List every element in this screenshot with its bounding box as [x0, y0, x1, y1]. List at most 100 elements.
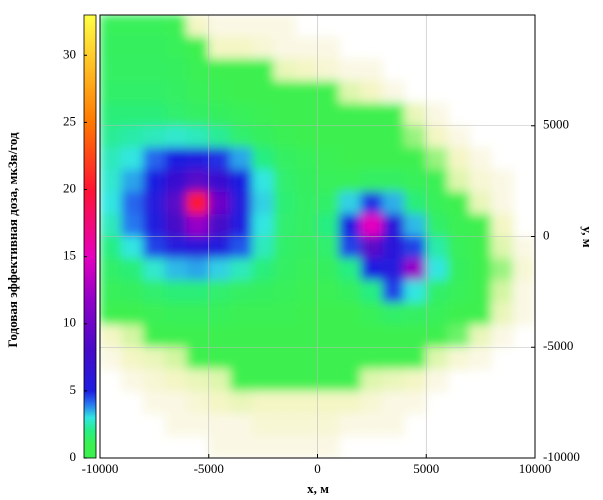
heat-cell [121, 324, 144, 348]
heat-cell [404, 236, 427, 260]
heat-cell [273, 169, 297, 193]
heat-cell [208, 169, 231, 193]
heat-cell [382, 147, 405, 171]
heat-cell [143, 191, 166, 215]
heat-cell [295, 324, 318, 348]
heat-cell [382, 280, 405, 304]
heat-cell [295, 169, 318, 193]
heat-cell [382, 236, 405, 260]
heat-cell [382, 302, 405, 326]
heat-cell [251, 15, 275, 38]
heat-cell [382, 346, 405, 370]
heat-cell [251, 302, 275, 326]
x-tick-label: 10000 [519, 461, 552, 476]
heat-cell [360, 213, 384, 237]
heat-cell [338, 80, 362, 105]
heat-cell [121, 58, 144, 82]
heat-cell [186, 280, 210, 304]
heat-cell [143, 324, 166, 348]
heat-cell [404, 213, 427, 237]
heat-cell [338, 147, 362, 171]
heat-cell [208, 258, 231, 282]
heat-cell [447, 302, 471, 326]
heat-cell [404, 302, 427, 326]
heat-cell [491, 236, 514, 260]
heat-cell [186, 368, 210, 393]
heat-cell [143, 103, 166, 127]
heat-cell [360, 280, 384, 304]
heat-cell [230, 103, 253, 127]
heat-cell [143, 280, 166, 304]
heat-cell [208, 103, 231, 127]
heat-cell [469, 346, 492, 370]
heat-cell [382, 125, 405, 149]
y-tick-label: -10000 [543, 449, 580, 464]
heat-cell [121, 191, 144, 215]
heat-cell [208, 302, 231, 326]
heat-cell [273, 80, 297, 105]
heat-cell [186, 36, 210, 60]
heat-cell [360, 103, 384, 127]
heat-cell [164, 15, 188, 38]
heat-cell [317, 413, 340, 437]
heat-cell [100, 280, 123, 304]
heat-cell [230, 15, 253, 38]
heat-cell [338, 236, 362, 260]
heat-cell [230, 280, 253, 304]
heat-cell [143, 258, 166, 282]
heat-cell [100, 258, 123, 282]
heat-cell [273, 346, 297, 370]
heat-cell [469, 324, 492, 348]
heat-cell [208, 324, 231, 348]
heat-cell [143, 15, 166, 38]
heat-cell [295, 236, 318, 260]
heat-cell [447, 258, 471, 282]
heat-cell [121, 36, 144, 60]
heat-cell [360, 324, 384, 348]
heat-cell [164, 236, 188, 260]
heat-cell [208, 58, 231, 82]
heat-cell [317, 302, 340, 326]
heat-cell [447, 236, 471, 260]
heat-cell [425, 147, 449, 171]
heat-cell [143, 346, 166, 370]
heat-cell [208, 191, 231, 215]
heat-cell [230, 258, 253, 282]
heat-cell [317, 236, 340, 260]
heat-cell [100, 103, 123, 127]
heat-cell [186, 413, 210, 437]
heat-cell [425, 258, 449, 282]
heat-cell [164, 324, 188, 348]
heat-cell [121, 213, 144, 237]
heat-cell [164, 191, 188, 215]
y-tick-label: 5000 [543, 117, 569, 132]
heat-cell [121, 302, 144, 326]
heat-cell [382, 258, 405, 282]
heat-cell [273, 213, 297, 237]
heat-cell [164, 280, 188, 304]
heat-cell [491, 213, 514, 237]
colorbar-tick-label: 25 [63, 113, 76, 128]
heat-cell [251, 80, 275, 105]
heat-cell [360, 125, 384, 149]
heat-cell [208, 346, 231, 370]
heat-cell [360, 236, 384, 260]
heat-cell [273, 125, 297, 149]
heat-cell [447, 346, 471, 370]
heat-cell [425, 346, 449, 370]
heat-cell [208, 435, 231, 458]
heat-cell [273, 103, 297, 127]
heat-cell [447, 169, 471, 193]
heat-cell [338, 391, 362, 415]
heat-cell [164, 413, 188, 437]
heat-cell [121, 103, 144, 127]
colorbar-tick-label: 5 [70, 382, 77, 397]
heat-cell [208, 15, 231, 38]
heat-cell [208, 125, 231, 149]
heat-cell [143, 36, 166, 60]
heat-cell [273, 391, 297, 415]
heat-cell [317, 147, 340, 171]
heat-cell [512, 280, 535, 304]
heat-cell [121, 236, 144, 260]
